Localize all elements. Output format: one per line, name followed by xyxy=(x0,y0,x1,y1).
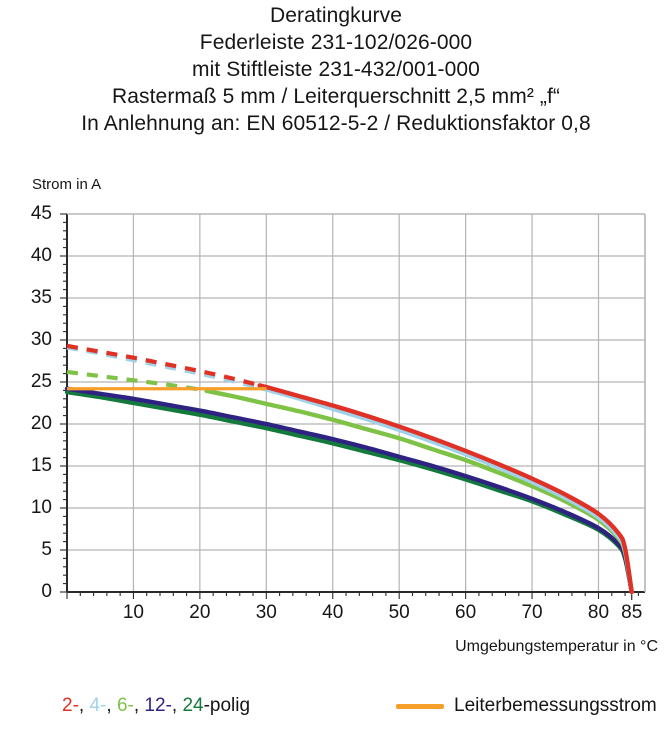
x-tick-label: 20 xyxy=(189,602,211,623)
legend-poles-suffix: -polig xyxy=(203,695,251,716)
legend-pole-2: 2- xyxy=(62,695,79,716)
title-line-4: Rastermaß 5 mm / Leiterquerschnitt 2,5 m… xyxy=(111,85,561,108)
legend-pole-24: 24 xyxy=(182,695,204,716)
rated-current-color-swatch xyxy=(396,703,444,709)
legend-pole-6: 6- xyxy=(116,695,134,716)
x-tick-label: 40 xyxy=(322,602,344,623)
axis-lines xyxy=(66,213,646,593)
y-tick-label: 5 xyxy=(41,539,52,560)
legend-pole-12: 12- xyxy=(144,695,172,716)
title-line-1: Deratingkurve xyxy=(269,4,403,27)
legend-poles: 2-, 4-, 6-, 12-, 24-polig xyxy=(62,694,250,718)
chart-legend: 2-, 4-, 6-, 12-, 24-polig Leiterbemessun… xyxy=(0,694,672,734)
title-line-3: mit Stiftleiste 231-432/001-000 xyxy=(192,58,480,81)
legend-separator: , xyxy=(133,695,145,716)
legend-pole-4: 4- xyxy=(89,695,107,716)
y-tick-label: 10 xyxy=(30,497,52,518)
x-axis-title: Umgebungstemperatur in °C xyxy=(455,638,658,655)
x-tick-label: 60 xyxy=(455,602,477,623)
legend-separator: , xyxy=(78,695,90,716)
legend-separator: , xyxy=(171,695,183,716)
y-tick-label: 0 xyxy=(41,581,52,602)
y-tick-label: 40 xyxy=(30,245,52,266)
data-curves xyxy=(64,343,634,595)
y-tick-label: 15 xyxy=(30,455,52,476)
x-tick-label: 10 xyxy=(122,602,144,623)
rated-current-label: Leiterbemessungsstrom xyxy=(454,695,657,716)
title-line-2: Federleiste 231-102/026-000 xyxy=(199,31,473,54)
y-axis-title: Strom in A xyxy=(32,176,102,193)
y-tick-label: 30 xyxy=(30,329,52,350)
x-tick-label: 80 xyxy=(587,602,610,623)
chart-title-block: Deratingkurve Federleiste 231-102/026-00… xyxy=(0,2,672,137)
x-tick-label: 85 xyxy=(621,602,643,623)
x-tick-label: 50 xyxy=(388,602,410,623)
x-tick-label: 70 xyxy=(521,602,543,623)
y-tick-label: 45 xyxy=(30,203,52,224)
y-tick-label: 35 xyxy=(30,287,52,308)
legend-rated-current: Leiterbemessungsstrom xyxy=(396,694,657,718)
y-tick-label: 25 xyxy=(30,371,52,392)
title-line-5: In Anlehnung an: EN 60512-5-2 / Reduktio… xyxy=(81,112,591,135)
legend-separator: , xyxy=(106,695,117,716)
x-tick-label: 30 xyxy=(255,602,277,623)
y-tick-label: 20 xyxy=(30,413,52,434)
